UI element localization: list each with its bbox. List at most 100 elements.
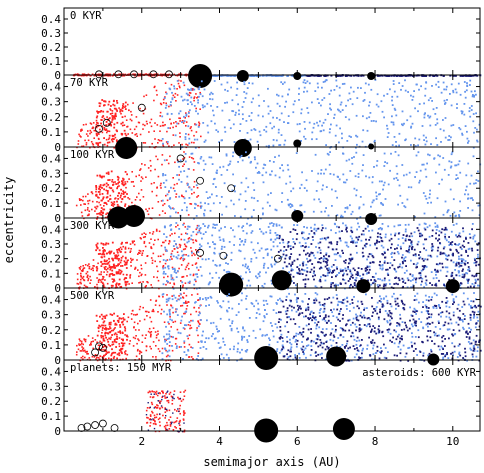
asteroid-point <box>373 279 376 281</box>
asteroid-point <box>404 321 406 324</box>
asteroid-point <box>225 353 228 356</box>
asteroid-point <box>286 242 289 245</box>
asteroid-point <box>421 125 424 127</box>
asteroid-point <box>169 312 171 315</box>
asteroid-point <box>421 163 424 166</box>
asteroid-point <box>257 272 260 275</box>
asteroid-point <box>359 275 361 277</box>
asteroid-point <box>468 74 470 77</box>
asteroid-point <box>437 86 440 88</box>
asteroid-point <box>268 144 270 147</box>
asteroid-point <box>278 105 281 108</box>
asteroid-point <box>122 190 124 193</box>
asteroid-point <box>455 321 458 324</box>
asteroid-point <box>153 86 156 89</box>
asteroid-point <box>295 345 298 348</box>
asteroid-point <box>243 329 246 332</box>
asteroid-point <box>95 249 97 252</box>
asteroid-point <box>283 246 286 248</box>
asteroid-point <box>156 94 158 96</box>
asteroid-point <box>310 251 313 254</box>
asteroid-point <box>174 311 177 313</box>
asteroid-point <box>99 252 102 255</box>
asteroid-point <box>447 139 450 141</box>
asteroid-point <box>295 299 298 301</box>
asteroid-point <box>304 138 307 140</box>
asteroid-point <box>118 283 121 285</box>
asteroid-point <box>184 248 187 250</box>
asteroid-point <box>414 309 417 312</box>
asteroid-point <box>450 230 453 233</box>
asteroid-point <box>183 98 186 101</box>
asteroid-point <box>397 283 399 286</box>
asteroid-point <box>175 211 177 214</box>
asteroid-point <box>257 114 260 117</box>
asteroid-point <box>124 334 126 336</box>
asteroid-point <box>422 268 424 271</box>
asteroid-point <box>99 130 101 133</box>
asteroid-point <box>225 205 228 208</box>
asteroid-point <box>287 356 290 358</box>
asteroid-point <box>412 318 415 321</box>
asteroid-point <box>461 306 464 308</box>
asteroid-point <box>290 343 293 346</box>
asteroid-point <box>142 196 145 198</box>
asteroid-point <box>228 241 231 243</box>
asteroid-point <box>148 131 150 133</box>
asteroid-point <box>222 238 225 241</box>
asteroid-point <box>389 319 391 322</box>
asteroid-point <box>289 256 292 258</box>
asteroid-point <box>93 265 95 267</box>
asteroid-point <box>232 151 235 154</box>
asteroid-point <box>384 310 387 312</box>
asteroid-point <box>461 261 464 264</box>
asteroid-point <box>334 259 337 261</box>
asteroid-point <box>204 258 207 261</box>
asteroid-point <box>199 347 202 349</box>
asteroid-point <box>360 328 363 330</box>
asteroid-point <box>399 224 402 226</box>
asteroid-point <box>169 215 172 218</box>
asteroid-point <box>438 304 440 306</box>
asteroid-point <box>96 217 98 220</box>
asteroid-point <box>90 279 92 281</box>
asteroid-point <box>354 323 357 326</box>
asteroid-point <box>78 344 81 346</box>
asteroid-point <box>155 336 158 339</box>
asteroid-point <box>393 136 396 138</box>
asteroid-point <box>206 102 209 105</box>
asteroid-point <box>199 304 202 307</box>
asteroid-point <box>82 347 85 349</box>
asteroid-point <box>384 347 387 349</box>
asteroid-point <box>440 353 443 355</box>
asteroid-point <box>138 192 140 195</box>
asteroid-point <box>250 119 253 122</box>
asteroid-point <box>400 247 402 250</box>
asteroid-point <box>159 115 161 117</box>
asteroid-point <box>217 130 219 133</box>
asteroid-point <box>130 257 132 260</box>
asteroid-point <box>259 134 262 137</box>
asteroid-point <box>165 325 167 328</box>
asteroid-point <box>416 227 419 229</box>
asteroid-point <box>411 74 414 77</box>
asteroid-point <box>175 125 177 128</box>
asteroid-point <box>227 300 230 303</box>
asteroid-point <box>90 342 92 345</box>
asteroid-point <box>333 113 336 116</box>
asteroid-point <box>300 112 303 115</box>
asteroid-point <box>131 132 134 134</box>
asteroid-point <box>242 327 244 330</box>
asteroid-point <box>202 159 205 162</box>
asteroid-point <box>376 312 379 315</box>
asteroid-point <box>117 248 120 251</box>
asteroid-point <box>476 128 478 131</box>
asteroid-point <box>298 123 301 125</box>
asteroid-point <box>344 267 347 270</box>
asteroid-point <box>235 111 237 114</box>
asteroid-point <box>348 318 351 321</box>
asteroid-point <box>221 213 223 216</box>
asteroid-point <box>296 301 298 303</box>
asteroid-point <box>336 196 338 199</box>
asteroid-point <box>394 277 396 279</box>
